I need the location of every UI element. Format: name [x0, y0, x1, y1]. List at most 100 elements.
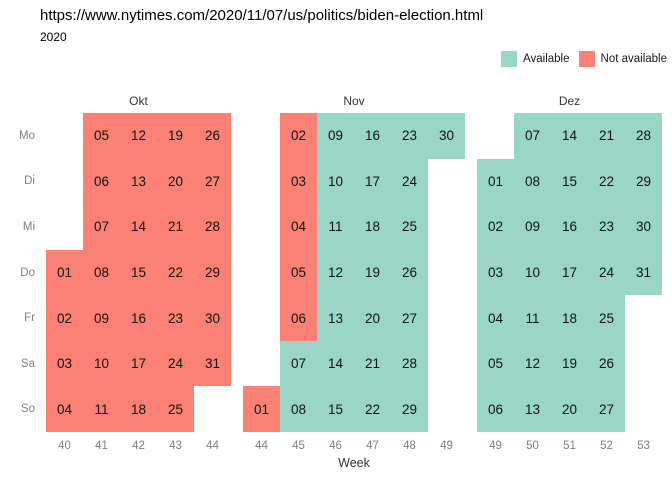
day-cell: 22	[354, 386, 391, 433]
day-cell: 30	[194, 295, 231, 341]
day-cell: 21	[354, 340, 391, 387]
day-cell: 23	[157, 295, 194, 341]
day-cell: 16	[120, 295, 157, 341]
empty-cell	[243, 204, 280, 250]
empty-cell	[243, 341, 280, 387]
day-cell: 28	[625, 113, 662, 159]
week-column: 19 20 21 22 23 24 25	[157, 113, 194, 433]
day-cell: 18	[120, 386, 157, 433]
day-cell: 03	[46, 340, 83, 387]
weekday-tick-label: Do	[20, 266, 35, 279]
empty-cell	[625, 295, 662, 341]
day-cell: 02	[280, 113, 317, 159]
empty-cell	[46, 204, 83, 250]
day-cell: 28	[194, 204, 231, 250]
day-cell: 07	[514, 113, 551, 159]
week-column: 23 24 25 26 27 28 29	[391, 113, 428, 433]
weekday-tick-label: Di	[24, 175, 35, 188]
day-cell: 24	[391, 158, 428, 205]
day-cell: 01	[243, 386, 280, 433]
day-cell: 10	[514, 249, 551, 296]
week-column: 01	[243, 113, 280, 433]
month-title: Okt	[129, 94, 148, 108]
day-cell: 05	[83, 113, 120, 159]
week-tick-label: 49	[489, 440, 502, 452]
empty-cell	[243, 159, 280, 205]
day-cell: 04	[46, 386, 83, 433]
day-cell: 15	[120, 249, 157, 296]
available-swatch	[501, 51, 518, 67]
day-cell: 29	[625, 158, 662, 205]
weekday-tick-label: Mo	[19, 129, 35, 142]
week-column: 05 06 07 08 09 10 11	[83, 113, 120, 433]
week-tick-label: 45	[292, 440, 305, 452]
empty-cell	[194, 386, 231, 432]
year-label: 2020	[40, 30, 67, 44]
day-cell: 20	[157, 158, 194, 205]
day-cell: 16	[551, 204, 588, 250]
day-cell: 08	[514, 158, 551, 205]
day-cell: 17	[551, 249, 588, 296]
week-column: 07 08 09 10 11 12 13	[514, 113, 551, 433]
day-cell: 27	[194, 158, 231, 205]
empty-cell	[428, 295, 465, 341]
week-axis: 40 41 42 43 44	[46, 440, 231, 452]
day-cell: 24	[157, 340, 194, 387]
empty-cell	[46, 113, 83, 159]
empty-cell	[243, 250, 280, 296]
week-tick-label: 42	[132, 440, 145, 452]
day-cell: 17	[354, 158, 391, 205]
week-tick-label: 47	[366, 440, 379, 452]
day-cell: 11	[317, 204, 354, 250]
week-axis: 44 45 46 47 48 49	[243, 440, 465, 452]
weekday-tick-label: Sa	[20, 357, 35, 370]
day-cell: 23	[588, 204, 625, 250]
week-tick-label: 44	[206, 440, 219, 452]
empty-cell	[477, 113, 514, 159]
week-column: 14 15 16 17 18 19 20	[551, 113, 588, 433]
empty-cell	[428, 386, 465, 432]
week-column: 30	[428, 113, 465, 432]
day-cell: 12	[120, 113, 157, 159]
week-axis: 49 50 51 52 53	[477, 440, 662, 452]
day-cell: 06	[280, 295, 317, 341]
day-cell: 07	[280, 340, 317, 387]
page-title: https://www.nytimes.com/2020/11/07/us/po…	[40, 7, 484, 24]
day-cell: 22	[157, 249, 194, 296]
day-cell: 25	[588, 295, 625, 341]
day-cell: 29	[194, 249, 231, 296]
day-cell: 21	[588, 113, 625, 159]
day-cell: 20	[551, 386, 588, 433]
day-cell: 26	[194, 113, 231, 159]
weekday-tick-label: Mi	[22, 220, 35, 233]
day-cell: 01	[477, 158, 514, 205]
week-tick-label: 49	[440, 440, 453, 452]
week-column: 09 10 11 12 13 14 15	[317, 113, 354, 433]
week-column: 28 29 30 31	[625, 113, 662, 432]
week-column: 12 13 14 15 16 17 18	[120, 113, 157, 433]
day-cell: 26	[391, 249, 428, 296]
empty-cell	[625, 341, 662, 387]
day-cell: 18	[354, 204, 391, 250]
day-cell: 27	[588, 386, 625, 433]
day-cell: 31	[194, 340, 231, 387]
day-cell: 20	[354, 295, 391, 341]
week-tick-label: 52	[600, 440, 613, 452]
day-cell: 19	[354, 249, 391, 296]
month-title: Dez	[558, 94, 581, 108]
day-cell: 15	[317, 386, 354, 433]
day-cell: 27	[391, 295, 428, 341]
week-tick-label: 41	[95, 440, 108, 452]
day-cell: 09	[317, 113, 354, 159]
week-column: 02 03 04 05 06 07 08	[280, 113, 317, 433]
day-cell: 31	[625, 249, 662, 296]
day-cell: 23	[391, 113, 428, 159]
day-cell: 04	[477, 295, 514, 341]
empty-cell	[428, 341, 465, 387]
day-cell: 08	[83, 249, 120, 296]
empty-cell	[428, 204, 465, 250]
day-cell: 18	[551, 295, 588, 341]
week-column: 01 02 03 04	[46, 113, 83, 433]
week-column: 21 22 23 24 25 26 27	[588, 113, 625, 433]
day-cell: 13	[120, 158, 157, 205]
